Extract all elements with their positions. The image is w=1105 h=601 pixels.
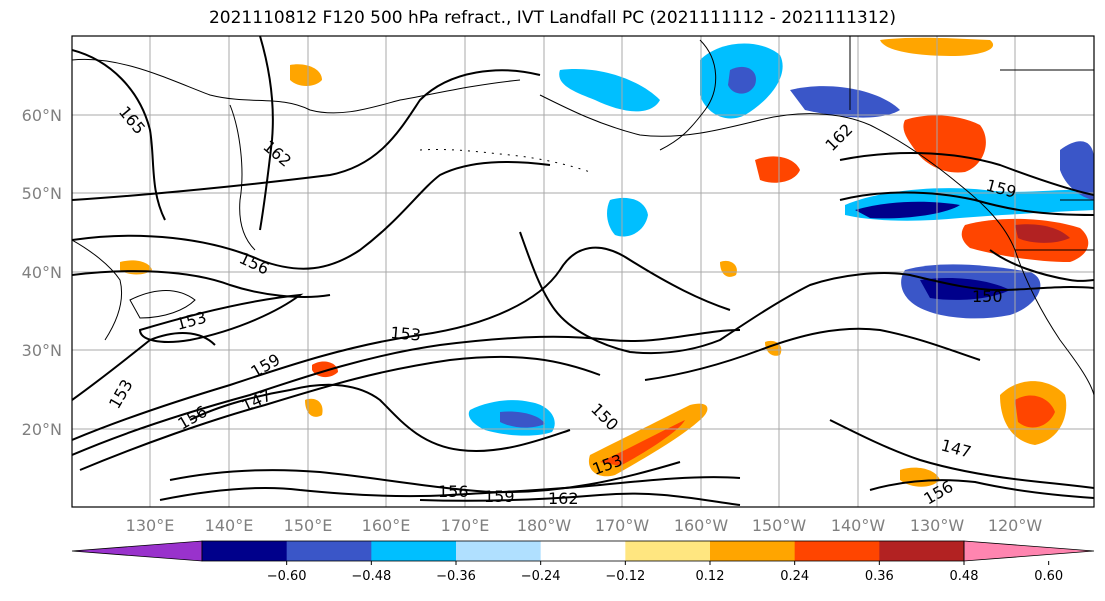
colorbar-segment: [794, 541, 880, 561]
contour-150-jet: [79, 355, 601, 471]
coast-asia-east: [72, 239, 123, 341]
colorbar-segment: [540, 541, 626, 561]
lon-label: 140°E: [205, 516, 254, 535]
lon-label: 140°W: [831, 516, 886, 535]
coast-japan: [129, 290, 196, 319]
colorbar-tick-label: −0.24: [521, 569, 561, 584]
contour-162-north: [259, 36, 274, 231]
colorbar-extend-low: [71, 540, 203, 562]
colorbar-segment: [202, 541, 288, 561]
coast-kamchatka: [229, 104, 256, 251]
height-contours: [72, 36, 1094, 506]
pos-blob-small-3: [305, 398, 323, 417]
colorbar-segment: [879, 541, 965, 561]
contour-150-east: [519, 231, 1094, 355]
neg-blob-bering: [559, 69, 660, 112]
colorbar-segment: [625, 541, 711, 561]
colorbar-tick-label: −0.60: [267, 569, 307, 584]
colorbar-tick-label: 0.36: [865, 569, 894, 584]
longitude-labels: 130°E 140°E 150°E 160°E 170°E 180°W 170°…: [126, 516, 1043, 535]
contour-156-jet: [72, 246, 731, 441]
lon-label: 170°E: [441, 516, 490, 535]
colorbar-tick-label: 0.24: [780, 569, 809, 584]
contour-label: 162: [548, 489, 579, 508]
map-frame: [71, 35, 1095, 508]
colorbar-segment: [710, 541, 796, 561]
colorbar-tick-label: 0.48: [950, 569, 979, 584]
lat-label: 30°N: [22, 341, 62, 360]
contour-label: 150: [972, 287, 1003, 306]
contour-147: [189, 383, 571, 452]
pos-blob-hawaii-east-core: [1015, 395, 1055, 428]
neg-blob-subtrop-core: [500, 411, 545, 428]
contour-153-east: [989, 249, 1094, 282]
pos-blob-small-1: [720, 260, 737, 277]
contour-162-south: [419, 492, 741, 506]
neg-blob-alaska-core: [728, 66, 756, 94]
colorbar-tick-label: −0.12: [605, 569, 645, 584]
colorbar: −0.60 −0.48 −0.36 −0.24 −0.12 0.12 0.24 0.36 0.4…: [71, 540, 1095, 584]
lon-label: 180°W: [517, 516, 572, 535]
contour-159-north: [72, 161, 551, 270]
contour-label: 153: [390, 323, 422, 345]
contour-label: 159: [484, 487, 515, 506]
contour-156-southeast: [869, 479, 1094, 499]
lon-label: 120°W: [988, 516, 1043, 535]
colorbar-frame: [201, 540, 965, 562]
coast-na-west: [869, 124, 1094, 396]
contour-156-south: [159, 476, 741, 501]
contour-147-east: [644, 327, 981, 381]
lon-label: 150°E: [284, 516, 333, 535]
lat-label: 40°N: [22, 263, 62, 282]
lon-label: 130°W: [910, 516, 965, 535]
lat-label: 60°N: [22, 106, 62, 125]
contour-165: [72, 49, 166, 221]
contour-label: 156: [438, 482, 469, 501]
coast-siberia: [72, 58, 521, 114]
lon-label: 160°W: [674, 516, 729, 535]
lat-label: 50°N: [22, 184, 62, 203]
lon-label: 130°E: [126, 516, 175, 535]
lon-label: 170°W: [595, 516, 650, 535]
contour-153-southwest: [72, 332, 216, 401]
neg-blob-pnw-core: [855, 201, 960, 219]
contour-159-east: [839, 191, 1094, 216]
colorbar-segment: [456, 541, 542, 561]
colorbar-extend-high: [963, 540, 1095, 562]
neg-blob-midpac: [607, 197, 648, 237]
lon-label: 160°E: [362, 516, 411, 535]
pos-blob-trop-band-core: [600, 420, 685, 466]
coast-alaska-west: [659, 39, 717, 151]
coast-alaska-south: [539, 94, 871, 137]
neg-blob-gulf: [790, 86, 900, 118]
colorbar-segment: [371, 541, 457, 561]
negative-anomaly-regions: [468, 43, 1094, 436]
contour-162-mid: [72, 69, 541, 201]
lon-label: 150°W: [752, 516, 807, 535]
contour-162-east: [839, 152, 1094, 196]
latitude-labels: 60°N 50°N 40°N 30°N 20°N: [22, 106, 62, 439]
contour-147-southeast: [829, 419, 1094, 489]
pos-blob-siberia: [290, 64, 322, 86]
colorbar-tick-label: 0.12: [696, 569, 725, 584]
colorbar-tick-label: −0.48: [351, 569, 391, 584]
plot-title: 2021110812 F120 500 hPa refract., IVT La…: [208, 8, 896, 28]
colorbar-tick-label: −0.36: [436, 569, 476, 584]
political-borders: [849, 36, 1094, 251]
colorbar-segment: [286, 541, 372, 561]
colorbar-tick-label: 0.60: [1034, 569, 1063, 584]
pos-blob-wcoast-core: [1015, 224, 1070, 243]
coastlines: [72, 36, 1094, 396]
neg-blob-canada: [1060, 141, 1094, 200]
contour-159-south: [169, 461, 681, 494]
pos-blob-bc: [903, 115, 986, 173]
pos-blob-gulf: [755, 156, 800, 183]
contour-153-jet: [72, 329, 741, 456]
contour-153-west: [138, 293, 304, 343]
lat-label: 20°N: [22, 420, 62, 439]
